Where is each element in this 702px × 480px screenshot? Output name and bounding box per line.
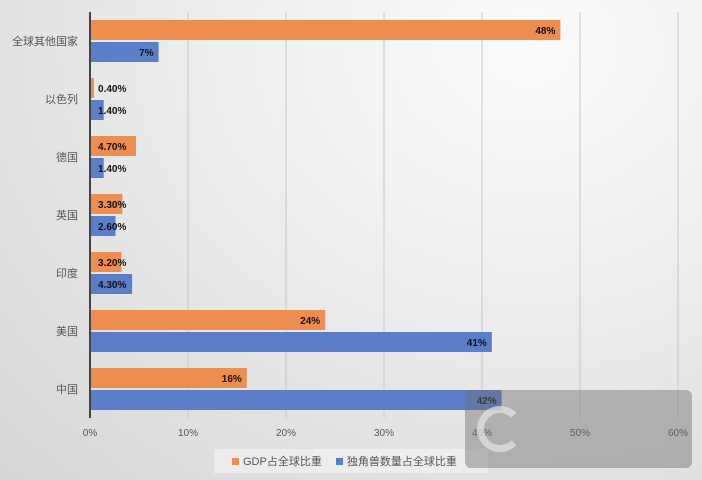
data-label: 3.20% xyxy=(98,258,126,269)
x-tick-label: 0% xyxy=(83,428,98,439)
legend-item-unicorn: 独角兽数量占全球比重 xyxy=(335,453,457,469)
data-label: 1.40% xyxy=(98,106,126,117)
x-tick-label: 60% xyxy=(668,428,688,439)
data-label: 16% xyxy=(222,374,242,385)
bar-gdp xyxy=(90,310,326,330)
bar-gdp xyxy=(90,78,94,98)
bar-unicorn xyxy=(90,100,104,120)
data-label: 2.60% xyxy=(98,222,126,233)
data-label: 0.40% xyxy=(98,84,126,95)
category-label: 全球其他国家 xyxy=(12,34,78,48)
data-label: 4.30% xyxy=(98,280,126,291)
x-tick-label: 30% xyxy=(374,428,394,439)
category-label: 以色列 xyxy=(45,92,78,106)
bar-unicorn xyxy=(90,216,116,236)
bar-unicorn xyxy=(90,390,502,410)
bar-gdp xyxy=(90,20,561,40)
bar-unicorn xyxy=(90,332,492,352)
bar-gdp xyxy=(90,368,247,388)
data-label: 24% xyxy=(300,316,320,327)
category-label: 中国 xyxy=(56,383,78,396)
bar-gdp xyxy=(90,194,123,214)
legend-item-gdp: GDP占全球比重 xyxy=(232,453,322,469)
bar-gdp xyxy=(90,252,122,272)
data-label: 7% xyxy=(139,48,154,59)
x-tick-label: 40% xyxy=(472,428,492,439)
data-label: 1.40% xyxy=(98,164,126,175)
data-label: 4.70% xyxy=(98,142,126,153)
bar-gdp xyxy=(90,136,137,156)
category-label: 德国 xyxy=(56,150,78,164)
category-label: 英国 xyxy=(56,208,78,222)
x-tick-label: 10% xyxy=(178,428,198,439)
category-label: 印度 xyxy=(56,266,78,280)
data-label: 3.30% xyxy=(98,200,126,211)
bar-unicorn xyxy=(90,274,133,294)
x-tick-label: 50% xyxy=(570,428,590,439)
data-label: 42% xyxy=(477,396,497,407)
x-tick-label: 20% xyxy=(276,428,296,439)
data-label: 41% xyxy=(467,338,487,349)
data-label: 48% xyxy=(535,26,555,37)
bar-unicorn xyxy=(90,42,159,62)
legend: GDP占全球比重 独角兽数量占全球比重 xyxy=(214,449,488,473)
bar-unicorn xyxy=(90,158,104,178)
category-label: 美国 xyxy=(56,325,78,338)
